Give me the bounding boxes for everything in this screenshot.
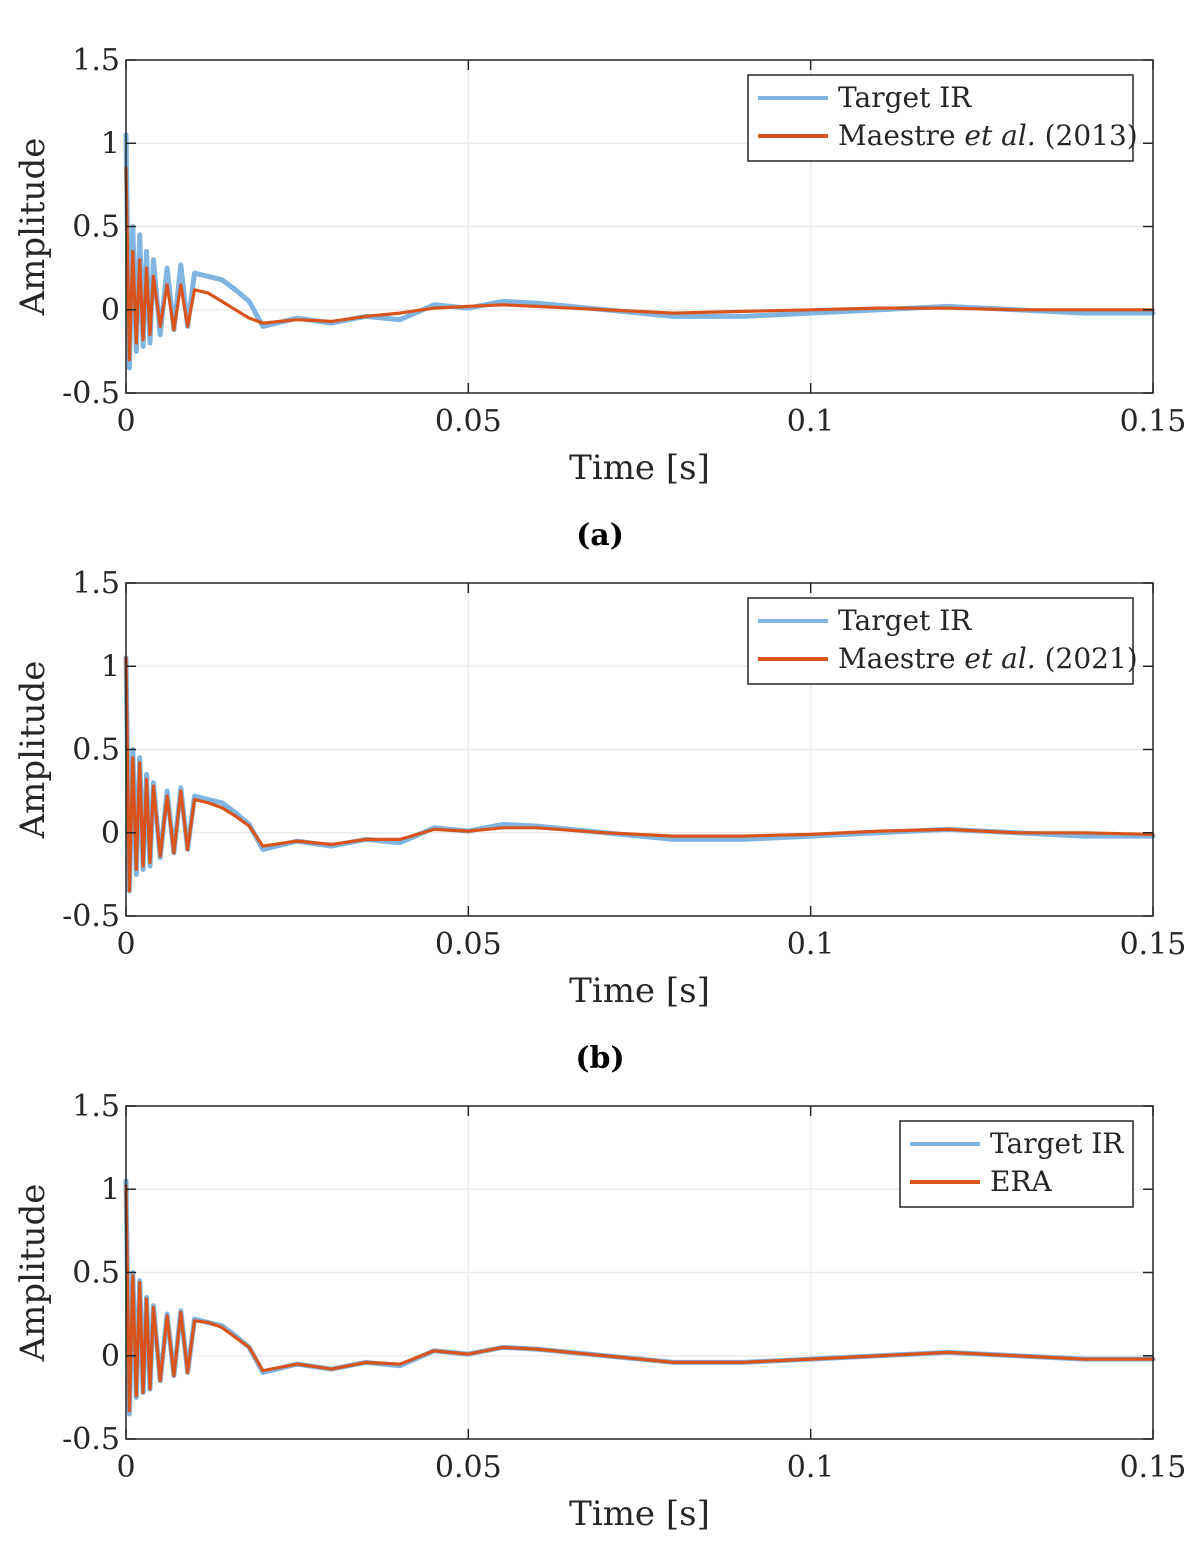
legend: Target IR Maestre et al. (2021) [747, 597, 1138, 685]
y-tick-label: 0.5 [72, 210, 120, 245]
y-tick-label: 1 [101, 1172, 120, 1207]
y-tick-label: 1 [101, 649, 120, 684]
panel-caption: (b) [575, 1041, 624, 1076]
legend-label: ERA [990, 1165, 1053, 1198]
y-tick-label: -0.5 [62, 376, 120, 411]
x-tick-label: 0.05 [435, 404, 502, 439]
x-tick-label: 0.15 [1120, 404, 1187, 439]
x-tick-label: 0.15 [1120, 927, 1187, 962]
x-tick-label: 0 [116, 1450, 135, 1485]
legend-box [747, 74, 1134, 162]
x-axis-label: Time [s] [569, 971, 710, 1011]
y-axis-label: Amplitude [13, 1184, 53, 1363]
x-tick-label: 0 [116, 404, 135, 439]
y-tick-label: -0.5 [62, 899, 120, 934]
x-tick-label: 0.1 [787, 927, 835, 962]
y-tick-label: 0.5 [72, 1256, 120, 1291]
y-tick-label: 0 [101, 1339, 120, 1374]
x-tick-label: 0.05 [435, 927, 502, 962]
series-line-model [124, 656, 1155, 893]
x-axis-label: Time [s] [569, 448, 710, 488]
legend-label: Maestre et al. (2021) [838, 642, 1138, 675]
series-line-model [124, 1184, 1155, 1413]
y-tick-label: 1.5 [72, 1089, 120, 1124]
legend-box [899, 1120, 1134, 1208]
x-tick-label: 0.05 [435, 1450, 502, 1485]
y-tick-label: 1 [101, 126, 120, 161]
y-tick-label: 1.5 [72, 43, 120, 78]
series-line-model [124, 166, 1155, 362]
y-tick-label: 0 [101, 293, 120, 328]
legend: Target IR ERA [899, 1120, 1134, 1208]
legend-label: Maestre et al. (2013) [838, 119, 1138, 152]
series-line-target-ir [123, 132, 1156, 371]
panel-caption: (a) [576, 518, 624, 553]
legend-label: Target IR [838, 81, 972, 114]
y-axis-label: Amplitude [13, 661, 53, 840]
x-tick-label: 0.15 [1120, 1450, 1187, 1485]
legend-box [747, 597, 1134, 685]
legend-label: Target IR [838, 604, 972, 637]
y-tick-label: -0.5 [62, 1422, 120, 1457]
x-tick-label: 0 [116, 927, 135, 962]
x-tick-label: 0.1 [787, 1450, 835, 1485]
legend-label: Target IR [990, 1127, 1124, 1160]
x-tick-label: 0.1 [787, 404, 835, 439]
y-tick-label: 0.5 [72, 733, 120, 768]
y-axis-label: Amplitude [13, 138, 53, 317]
y-tick-label: 1.5 [72, 566, 120, 601]
legend: Target IR Maestre et al. (2013) [747, 74, 1138, 162]
y-tick-label: 0 [101, 816, 120, 851]
x-axis-label: Time [s] [569, 1494, 710, 1534]
